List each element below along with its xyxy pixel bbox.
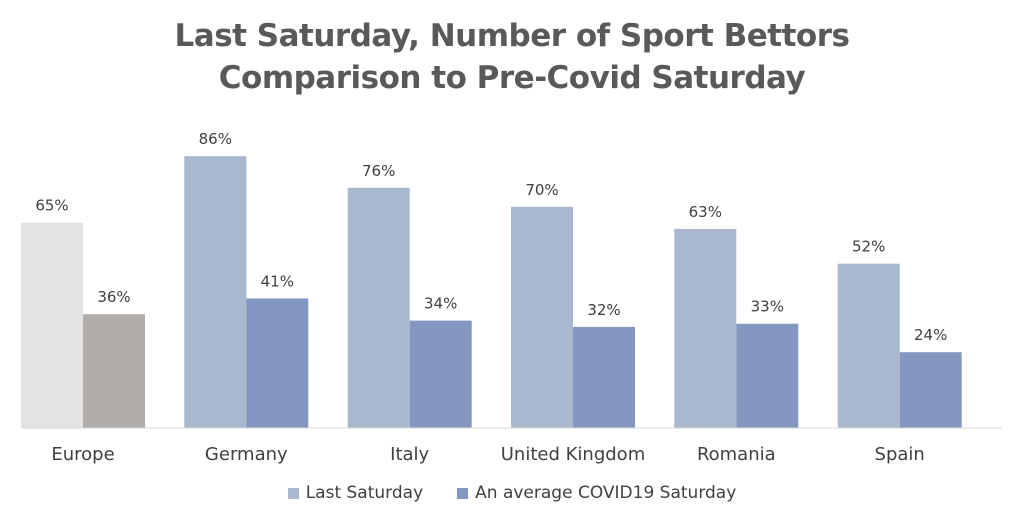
- legend-swatch-last-saturday: [287, 487, 299, 499]
- bar-romania-series-0: [674, 228, 737, 428]
- data-label-italy-series-0: 76%: [362, 162, 395, 180]
- data-label-united-kingdom-series-0: 70%: [525, 181, 558, 199]
- bar-romania-series-1: [736, 323, 799, 428]
- category-label-romania: Romania: [697, 444, 776, 465]
- bar-italy-series-1: [409, 320, 472, 428]
- bar-united-kingdom-series-0: [511, 206, 573, 428]
- category-label-united-kingdom: United Kingdom: [501, 444, 645, 465]
- data-label-germany-series-1: 41%: [261, 272, 294, 290]
- legend-swatch-covid-saturday: [457, 487, 469, 499]
- bar-italy-series-0: [347, 187, 410, 428]
- data-label-united-kingdom-series-1: 32%: [587, 301, 620, 319]
- bar-germany-series-1: [246, 298, 309, 428]
- legend-item-last-saturday: Last Saturday: [287, 483, 424, 503]
- category-label-italy: Italy: [390, 444, 429, 465]
- legend: Last Saturday An average COVID19 Saturda…: [0, 483, 1024, 503]
- bar-germany-series-0: [184, 156, 247, 428]
- category-label-germany: Germany: [205, 444, 288, 465]
- data-label-romania-series-1: 33%: [751, 298, 784, 316]
- data-label-europe-series-0: 65%: [35, 197, 68, 215]
- legend-label-covid-saturday: An average COVID19 Saturday: [475, 483, 737, 503]
- bar-united-kingdom-series-1: [573, 326, 635, 428]
- plot-area: 65% 36% Europe 86% 41% Germany 76% 34% Italy 70% 3…: [21, 130, 1002, 465]
- bar-spain-series-1: [899, 352, 962, 428]
- bar-europe-series-1: [83, 314, 145, 428]
- chart-title-line-2: Comparison to Pre-Covid Saturday: [218, 60, 806, 96]
- chart-title-line-1: Last Saturday, Number of Sport Bettors: [174, 18, 850, 54]
- legend-label-last-saturday: Last Saturday: [305, 483, 424, 503]
- data-label-romania-series-0: 63%: [689, 203, 722, 221]
- data-label-italy-series-1: 34%: [424, 295, 457, 313]
- category-label-spain: Spain: [875, 444, 925, 465]
- data-label-spain-series-0: 52%: [852, 238, 885, 256]
- data-label-europe-series-1: 36%: [97, 288, 130, 306]
- data-label-spain-series-1: 24%: [914, 326, 947, 344]
- bar-europe-series-0: [21, 222, 83, 428]
- category-label-europe: Europe: [51, 444, 114, 465]
- legend-item-covid-saturday: An average COVID19 Saturday: [457, 483, 736, 503]
- bar-spain-series-0: [837, 263, 900, 428]
- data-label-germany-series-0: 86%: [199, 130, 232, 148]
